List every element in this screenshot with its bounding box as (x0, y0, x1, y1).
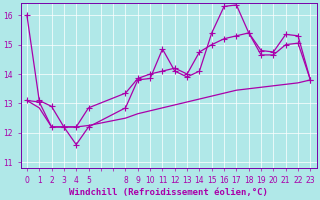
X-axis label: Windchill (Refroidissement éolien,°C): Windchill (Refroidissement éolien,°C) (69, 188, 268, 197)
